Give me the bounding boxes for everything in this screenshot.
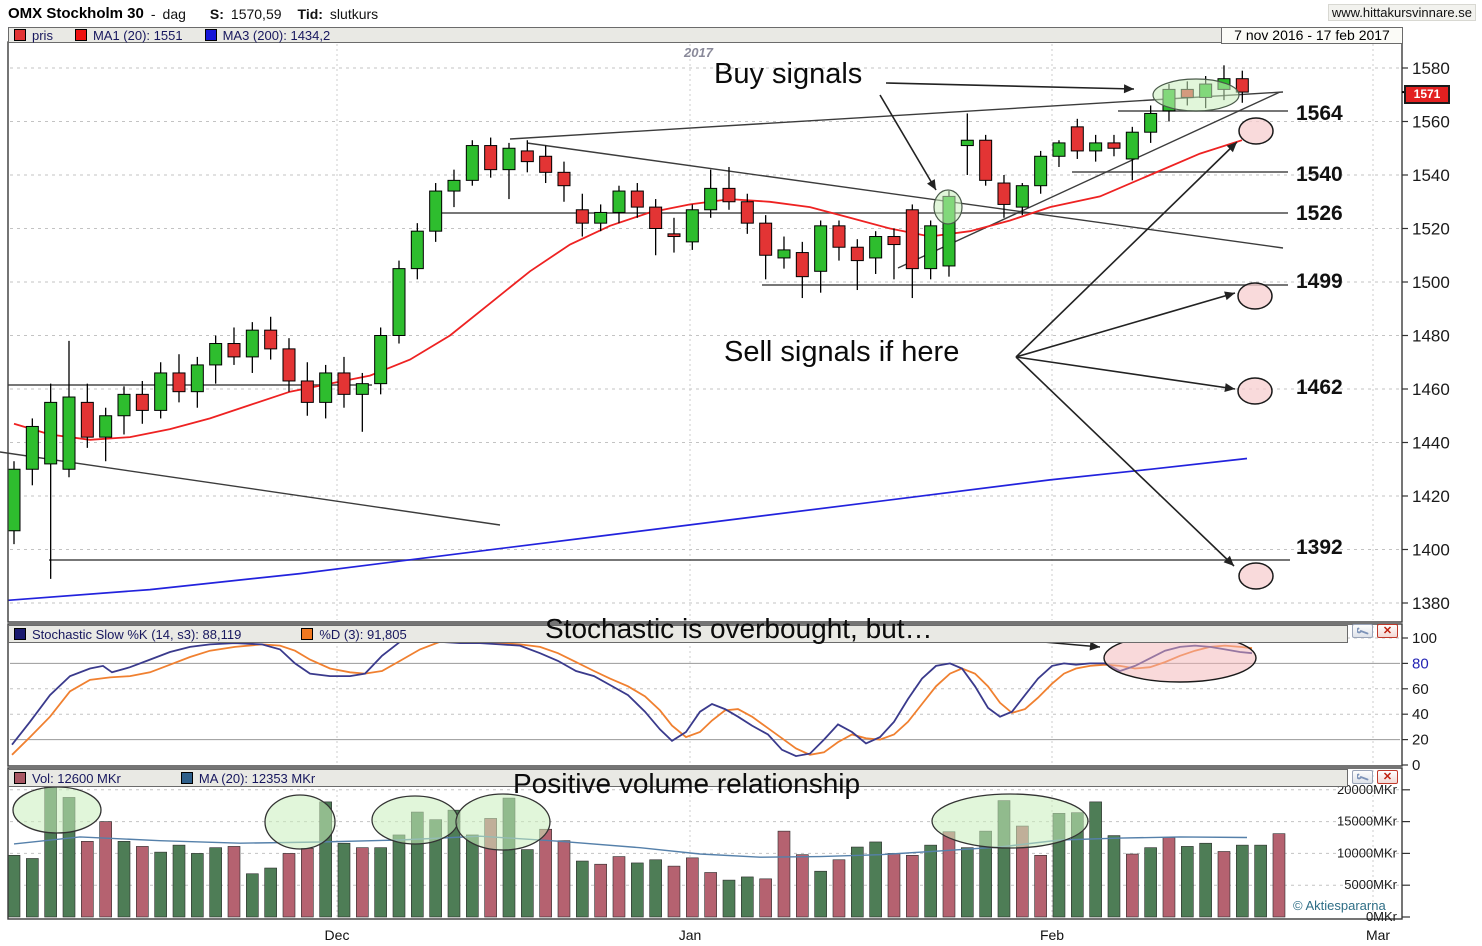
svg-text:1480: 1480: [1412, 327, 1450, 346]
panel-borders: [7, 41, 1403, 920]
svg-text:5000MKr: 5000MKr: [1344, 877, 1397, 892]
s-label: S:: [209, 5, 224, 22]
level-label-1564: 1564: [1296, 102, 1343, 125]
stoch-k-label: Stochastic Slow %K (14, s3): 88,119: [32, 626, 242, 642]
candles-layer: [7, 65, 1249, 579]
tid-label: Tid:: [297, 5, 323, 22]
volume-settings-button[interactable]: [1352, 770, 1373, 784]
buy-signal-markers: [933, 78, 1240, 225]
level-label-1499: 1499: [1296, 270, 1343, 293]
ma1-swatch-icon: [74, 29, 87, 41]
month-label-feb: Feb: [1039, 927, 1065, 943]
volume-signal-markers: [12, 786, 1089, 851]
stochastic-legend-bar: Stochastic Slow %K (14, s3): 88,119 %D (…: [8, 625, 1348, 643]
svg-text:20000MKr: 20000MKr: [1337, 782, 1398, 797]
legend-item-pris: pris: [14, 28, 53, 43]
level-label-1540: 1540: [1296, 163, 1343, 186]
legend-item-ma1: MA1 (20): 1551: [74, 27, 183, 43]
ma3-swatch-icon: [204, 29, 217, 41]
stoch-settings-button[interactable]: [1352, 624, 1373, 638]
svg-text:1400: 1400: [1412, 541, 1450, 560]
sell-signal-markers: [1237, 117, 1274, 590]
axis-labels: 1580 1560 1540 1520 1500 1480 1460 1440 1420 1400…: [1337, 59, 1450, 924]
header: OMX Stockholm 30 - dag S: 1570,59 Tid: s…: [0, 0, 1482, 27]
legend-item-vol-ma: MA (20): 12353 MKr: [180, 770, 316, 786]
title-separator: -: [150, 5, 156, 22]
website-link[interactable]: www.hittakursvinnare.se: [1327, 4, 1476, 21]
svg-text:0: 0: [1412, 757, 1420, 774]
last-close-value: 1570,59: [230, 5, 282, 22]
svg-text:1440: 1440: [1412, 434, 1450, 453]
price-legend-bar: pris MA1 (20): 1551 MA3 (200): 1434,2: [8, 27, 1403, 43]
legend-item-stoch-k: Stochastic Slow %K (14, s3): 88,119: [14, 627, 241, 642]
svg-text:1500: 1500: [1412, 273, 1450, 292]
svg-text:80: 80: [1412, 655, 1429, 672]
legend-item-ma3: MA3 (200): 1434,2: [204, 27, 331, 43]
stoch-d-swatch-icon: [301, 628, 314, 640]
ma20-line: [13, 139, 1243, 441]
svg-text:40: 40: [1412, 706, 1429, 723]
month-label-mar: Mar: [1365, 927, 1391, 943]
svg-text:20: 20: [1412, 732, 1429, 749]
stoch-d-label: %D (3): 91,805: [319, 626, 407, 642]
wrench-icon: [1356, 627, 1368, 635]
ma200-line: [7, 457, 1248, 602]
year-label: 2017: [684, 45, 713, 60]
svg-text:1380: 1380: [1412, 594, 1450, 613]
buy-signals-annotation: Buy signals: [714, 58, 863, 90]
sell-signals-annotation: Sell signals if here: [724, 336, 960, 368]
close-icon: ✕: [1382, 771, 1393, 783]
stoch-d-line: [11, 640, 1253, 756]
instrument-title: OMX Stockholm 30: [8, 5, 144, 22]
svg-text:1520: 1520: [1412, 220, 1450, 239]
legend-pris-label: pris: [32, 27, 53, 43]
stochastic-annotation: Stochastic is overbought, but…: [545, 613, 933, 644]
volume-bars-layer: [7, 785, 1286, 918]
wrench-icon: [1356, 773, 1368, 781]
svg-text:0MKr: 0MKr: [1366, 909, 1398, 924]
svg-text:15000MKr: 15000MKr: [1337, 814, 1398, 829]
month-label-dec: Dec: [324, 927, 350, 943]
copyright-label: © Aktiespararna: [1293, 898, 1386, 913]
vol-swatch-icon: [14, 772, 26, 784]
legend-item-vol: Vol: 12600 MKr: [14, 771, 121, 786]
legend-ma3-label: MA3 (200): 1434,2: [222, 27, 331, 43]
stoch-k-swatch-icon: [14, 628, 26, 640]
close-icon: ✕: [1382, 625, 1393, 637]
stoch-close-button[interactable]: ✕: [1377, 624, 1398, 638]
annotation-arrows: [879, 82, 1238, 651]
vol-label: Vol: 12600 MKr: [32, 770, 121, 786]
period-label: dag: [162, 5, 186, 22]
stoch-k-line: [11, 638, 1253, 758]
svg-text:1460: 1460: [1412, 380, 1450, 399]
volume-legend-bar: Vol: 12600 MKr MA (20): 12353 MKr: [8, 769, 1348, 787]
support-resistance-layer: 1564 1540 1526 1499 1462 1392: [0, 91, 1343, 561]
svg-text:60: 60: [1412, 681, 1429, 698]
vol-ma-label: MA (20): 12353 MKr: [198, 770, 316, 786]
svg-text:1580: 1580: [1412, 59, 1450, 78]
pris-swatch-icon: [14, 29, 26, 41]
legend-ma1-label: MA1 (20): 1551: [92, 27, 183, 43]
tid-value: slutkurs: [329, 5, 379, 22]
svg-text:10000MKr: 10000MKr: [1337, 845, 1398, 860]
svg-text:1540: 1540: [1412, 166, 1450, 185]
level-label-1526: 1526: [1296, 202, 1343, 225]
svg-text:1560: 1560: [1412, 113, 1450, 132]
volume-annotation: Positive volume relationship: [513, 768, 861, 799]
month-label-jan: Jan: [678, 927, 702, 943]
level-label-1392: 1392: [1296, 536, 1343, 559]
last-price-badge: 1571: [1404, 85, 1450, 104]
level-label-1462: 1462: [1296, 376, 1343, 399]
svg-text:100: 100: [1412, 630, 1437, 647]
date-range-box: 7 nov 2016 - 17 feb 2017: [1221, 27, 1403, 44]
legend-item-stoch-d: %D (3): 91,805: [301, 626, 407, 642]
svg-text:1420: 1420: [1412, 487, 1450, 506]
volume-close-button[interactable]: ✕: [1377, 770, 1398, 784]
vol-ma-swatch-icon: [180, 772, 193, 784]
